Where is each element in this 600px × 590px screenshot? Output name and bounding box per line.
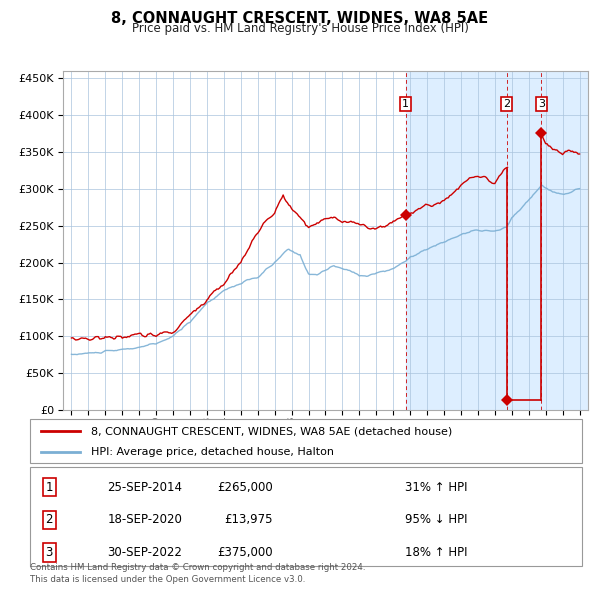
- Text: 2: 2: [46, 513, 53, 526]
- Text: 31% ↑ HPI: 31% ↑ HPI: [406, 481, 468, 494]
- Bar: [406, 71, 588, 410]
- Text: 95% ↓ HPI: 95% ↓ HPI: [406, 513, 468, 526]
- Text: 3: 3: [46, 546, 53, 559]
- FancyBboxPatch shape: [30, 419, 582, 463]
- Text: £13,975: £13,975: [224, 513, 273, 526]
- Text: 1: 1: [46, 481, 53, 494]
- Text: 18% ↑ HPI: 18% ↑ HPI: [406, 546, 468, 559]
- Text: £375,000: £375,000: [217, 546, 273, 559]
- FancyBboxPatch shape: [30, 467, 582, 566]
- Text: 8, CONNAUGHT CRESCENT, WIDNES, WA8 5AE: 8, CONNAUGHT CRESCENT, WIDNES, WA8 5AE: [112, 11, 488, 25]
- Text: 3: 3: [538, 99, 545, 109]
- Text: £265,000: £265,000: [217, 481, 273, 494]
- Text: 1: 1: [402, 99, 409, 109]
- Text: 30-SEP-2022: 30-SEP-2022: [107, 546, 182, 559]
- Text: This data is licensed under the Open Government Licence v3.0.: This data is licensed under the Open Gov…: [30, 575, 305, 584]
- Text: 25-SEP-2014: 25-SEP-2014: [107, 481, 182, 494]
- Text: Contains HM Land Registry data © Crown copyright and database right 2024.: Contains HM Land Registry data © Crown c…: [30, 563, 365, 572]
- Text: Price paid vs. HM Land Registry's House Price Index (HPI): Price paid vs. HM Land Registry's House …: [131, 22, 469, 35]
- Text: 8, CONNAUGHT CRESCENT, WIDNES, WA8 5AE (detached house): 8, CONNAUGHT CRESCENT, WIDNES, WA8 5AE (…: [91, 427, 452, 436]
- Text: HPI: Average price, detached house, Halton: HPI: Average price, detached house, Halt…: [91, 447, 334, 457]
- Text: 18-SEP-2020: 18-SEP-2020: [107, 513, 182, 526]
- Text: 2: 2: [503, 99, 511, 109]
